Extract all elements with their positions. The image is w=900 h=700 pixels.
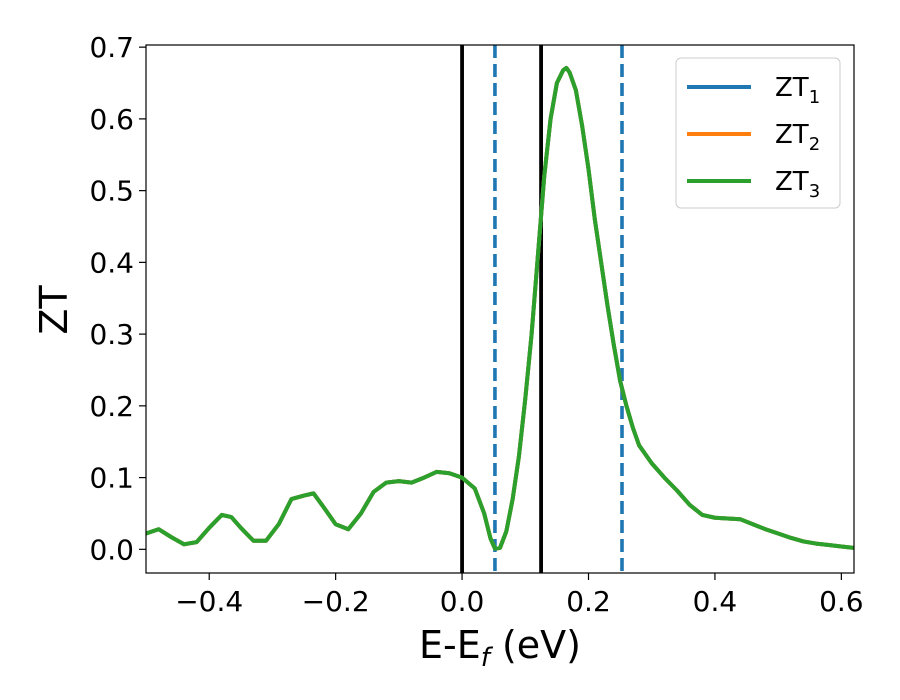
y-tick-label: 0.0 — [89, 533, 134, 566]
plot-frame — [145, 44, 855, 574]
y-tick-label: 0.1 — [89, 462, 134, 495]
x-axis-label-main: E-E — [419, 623, 481, 667]
legend-label-3: ZT3 — [775, 167, 820, 202]
x-axis-label: E-Ef (eV) — [419, 623, 581, 673]
y-axis-ticks: 0.0 0.1 0.2 0.3 0.4 0.5 0.6 0.7 — [89, 31, 146, 566]
x-tick-label: 0.4 — [693, 585, 738, 618]
x-axis-ticks: −0.4 −0.2 0.0 0.2 0.4 0.6 — [175, 573, 864, 618]
legend-label-2: ZT2 — [775, 120, 820, 155]
y-tick-label: 0.5 — [89, 175, 134, 208]
series-lines — [146, 65, 854, 551]
series-line-3 — [146, 65, 854, 551]
x-axis-label-tail: (eV) — [490, 623, 581, 667]
y-tick-label: 0.2 — [89, 390, 134, 423]
x-tick-label: 0.2 — [566, 585, 611, 618]
y-axis-label: ZT — [32, 285, 76, 335]
y-tick-label: 0.4 — [89, 246, 134, 279]
legend-label-sub: 2 — [809, 134, 820, 155]
y-tick-label: 0.7 — [89, 31, 134, 64]
x-tick-label: −0.4 — [175, 585, 243, 618]
x-tick-label: −0.2 — [302, 585, 370, 618]
y-tick-label: 0.3 — [89, 318, 134, 351]
legend-label-sub: 3 — [809, 181, 820, 202]
reference-lines — [460, 45, 624, 573]
y-tick-label: 0.6 — [89, 103, 134, 136]
x-tick-label: 0.0 — [440, 585, 485, 618]
x-tick-label: 0.6 — [819, 585, 864, 618]
legend-label-1: ZT1 — [775, 73, 820, 108]
legend-label-sub: 1 — [809, 87, 820, 108]
legend-label-main: ZT — [775, 167, 809, 197]
legend-label-main: ZT — [775, 120, 809, 150]
legend-label-main: ZT — [775, 73, 809, 103]
legend-box — [675, 57, 841, 209]
